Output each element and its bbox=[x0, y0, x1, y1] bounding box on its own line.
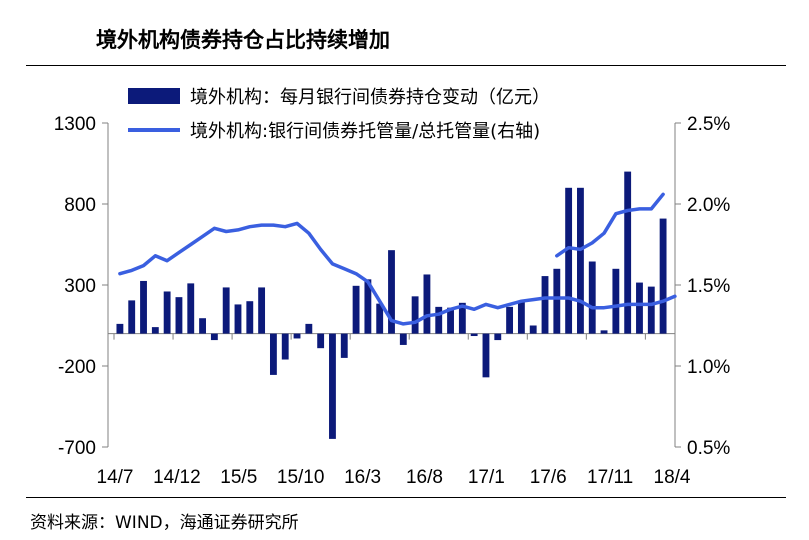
bar bbox=[187, 283, 195, 334]
bar bbox=[577, 187, 584, 334]
bar bbox=[565, 187, 573, 334]
bar bbox=[541, 276, 549, 334]
title-divider bbox=[26, 65, 786, 66]
bar bbox=[305, 323, 313, 334]
line-segment bbox=[118, 221, 677, 326]
bar bbox=[151, 327, 159, 334]
tick-labels: -700 -200 300 800 1300 0.5% 1.0% 1.5% 2.0% 2.5% 14… bbox=[54, 114, 731, 488]
x-axis-tick-label: 18/4 bbox=[654, 467, 691, 488]
bar bbox=[163, 291, 171, 334]
bar bbox=[659, 218, 667, 334]
bar bbox=[612, 268, 620, 334]
left-axis-tick-label: 800 bbox=[64, 195, 96, 216]
bar bbox=[340, 333, 348, 358]
bar bbox=[329, 333, 336, 439]
bar bbox=[116, 323, 124, 334]
x-axis-tick-label: 15/5 bbox=[220, 467, 257, 488]
source-note: 资料来源：WIND，海通证券研究所 bbox=[30, 513, 299, 533]
bar bbox=[128, 300, 136, 334]
bar bbox=[281, 333, 289, 360]
bar bbox=[553, 268, 561, 334]
bar bbox=[482, 333, 490, 378]
bar bbox=[458, 302, 466, 334]
legend-label-bars: 境外机构：每月银行间债券持仓变动（亿元） bbox=[190, 87, 550, 108]
bar bbox=[600, 330, 608, 334]
bar bbox=[222, 287, 230, 334]
bar bbox=[388, 250, 395, 334]
bar bbox=[234, 304, 242, 334]
bar bbox=[494, 333, 502, 341]
line-segment bbox=[555, 192, 665, 258]
chart: -700 -200 300 800 1300 0.5% 1.0% 1.5% 2.0% 2.5% 14… bbox=[54, 87, 731, 488]
bar bbox=[364, 279, 372, 334]
footer-divider bbox=[26, 497, 786, 498]
x-axis-tick-label: 14/12 bbox=[153, 467, 201, 488]
bar bbox=[175, 297, 183, 334]
x-axis-tick-label: 17/1 bbox=[468, 467, 505, 488]
bar bbox=[506, 306, 514, 334]
right-axis-tick-label: 2.5% bbox=[687, 114, 730, 135]
chart-title: 境外机构债券持仓占比持续增加 bbox=[96, 28, 390, 52]
bar bbox=[269, 333, 277, 375]
bar bbox=[588, 261, 596, 334]
bar bbox=[352, 285, 360, 334]
line-series bbox=[118, 192, 677, 326]
legend: 境外机构：每月银行间债券持仓变动（亿元） 境外机构:银行间债券托管量/总托管量(… bbox=[128, 87, 550, 142]
bar bbox=[140, 280, 147, 334]
bar bbox=[317, 333, 325, 349]
left-axis-tick-label: 1300 bbox=[54, 114, 96, 135]
bar bbox=[624, 171, 632, 334]
legend-swatch-bars bbox=[128, 88, 180, 104]
legend-label-line: 境外机构:银行间债券托管量/总托管量(右轴) bbox=[190, 121, 540, 142]
bar bbox=[199, 318, 206, 334]
bar bbox=[636, 282, 643, 334]
left-axis-tick-label: -700 bbox=[58, 438, 96, 459]
bar bbox=[647, 286, 655, 334]
x-axis-tick-label: 17/6 bbox=[530, 467, 567, 488]
bar bbox=[258, 287, 266, 334]
bar bbox=[293, 333, 301, 339]
bar bbox=[447, 307, 454, 334]
bar bbox=[411, 296, 419, 334]
x-axis-tick-label: 16/8 bbox=[406, 467, 443, 488]
left-axis-tick-label: 300 bbox=[64, 276, 96, 297]
left-axis-tick-label: -200 bbox=[58, 357, 96, 378]
right-axis-tick-label: 0.5% bbox=[687, 438, 730, 459]
right-axis-tick-label: 2.0% bbox=[687, 195, 730, 216]
bar bbox=[399, 333, 407, 345]
right-axis-tick-label: 1.0% bbox=[687, 357, 730, 378]
x-axis-tick-label: 16/3 bbox=[344, 467, 381, 488]
bar bbox=[210, 333, 218, 341]
bar bbox=[246, 301, 254, 334]
bar bbox=[517, 301, 525, 334]
bar-series bbox=[116, 171, 667, 439]
bar bbox=[435, 306, 443, 334]
right-axis-tick-label: 1.5% bbox=[687, 276, 730, 297]
x-axis-tick-label: 14/7 bbox=[97, 467, 134, 488]
x-axis-tick-label: 17/11 bbox=[587, 467, 633, 488]
x-axis-tick-label: 15/10 bbox=[277, 467, 325, 488]
bar bbox=[529, 325, 537, 334]
bar bbox=[376, 303, 384, 334]
bar bbox=[423, 274, 431, 334]
bar bbox=[470, 333, 478, 337]
